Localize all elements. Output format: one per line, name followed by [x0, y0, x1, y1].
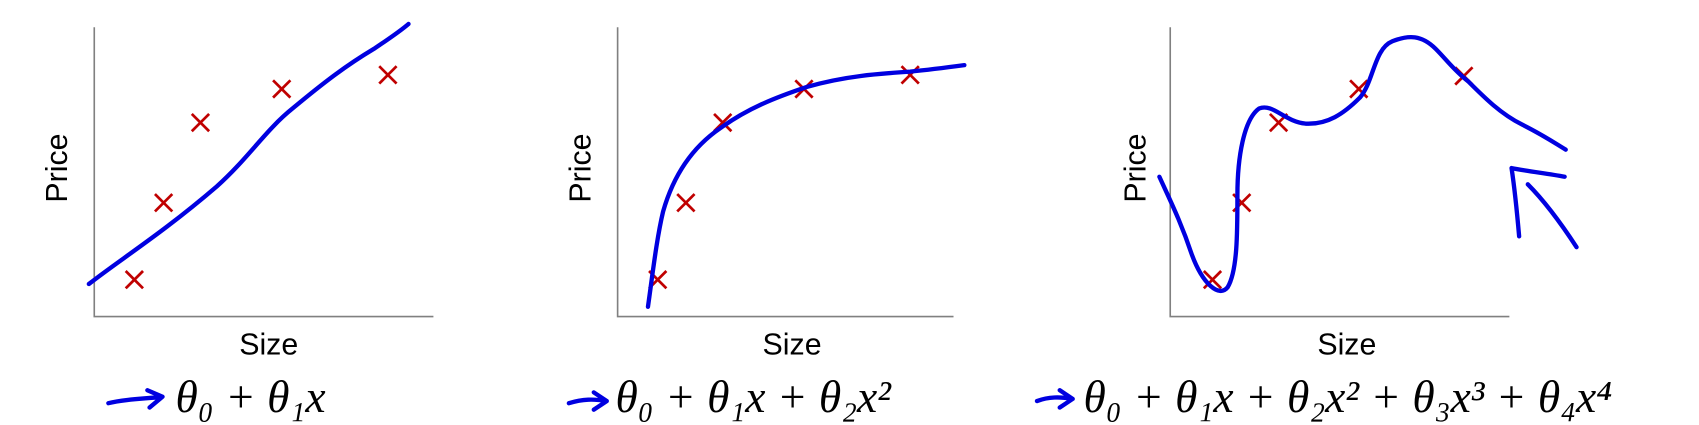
axes: [93, 27, 434, 318]
fit-curve: [1157, 34, 1568, 294]
pointer-arrow: [106, 388, 165, 410]
data-points: [647, 64, 921, 290]
pointer-arrow: [566, 390, 609, 412]
hypothesis-formula: θ₀ + θ₁x + θ₂x² + θ₃x³ + θ₄x⁴: [1084, 371, 1613, 422]
pointer-arrow: [1034, 388, 1075, 410]
annotation-scribble: [1509, 165, 1579, 250]
hypothesis-formula: θ₀ + θ₁x + θ₂x²: [615, 371, 892, 422]
hypothesis-formula: θ₀ + θ₁x: [176, 371, 326, 422]
fit-curve: [645, 62, 967, 309]
panel-underfit: Price Size θ₀ + θ₁x: [41, 21, 434, 422]
x-axis-label: Size: [239, 328, 298, 361]
fit-curve: [86, 21, 411, 287]
panel-overfit: Price Size θ₀ + θ₁x + θ₂x² + θ₃x³ + θ₄x⁴: [1034, 27, 1613, 422]
y-axis-label: Price: [565, 134, 598, 203]
x-axis-label: Size: [1317, 328, 1376, 361]
x-axis-label: Size: [763, 328, 822, 361]
panel-good-fit: Price Size θ₀ + θ₁x + θ₂x²: [565, 27, 967, 422]
axes: [616, 27, 954, 318]
y-axis-label: Price: [1119, 134, 1152, 203]
data-points: [124, 64, 398, 290]
axes: [1169, 27, 1510, 318]
y-axis-label: Price: [41, 134, 74, 203]
data-points: [1202, 65, 1474, 290]
